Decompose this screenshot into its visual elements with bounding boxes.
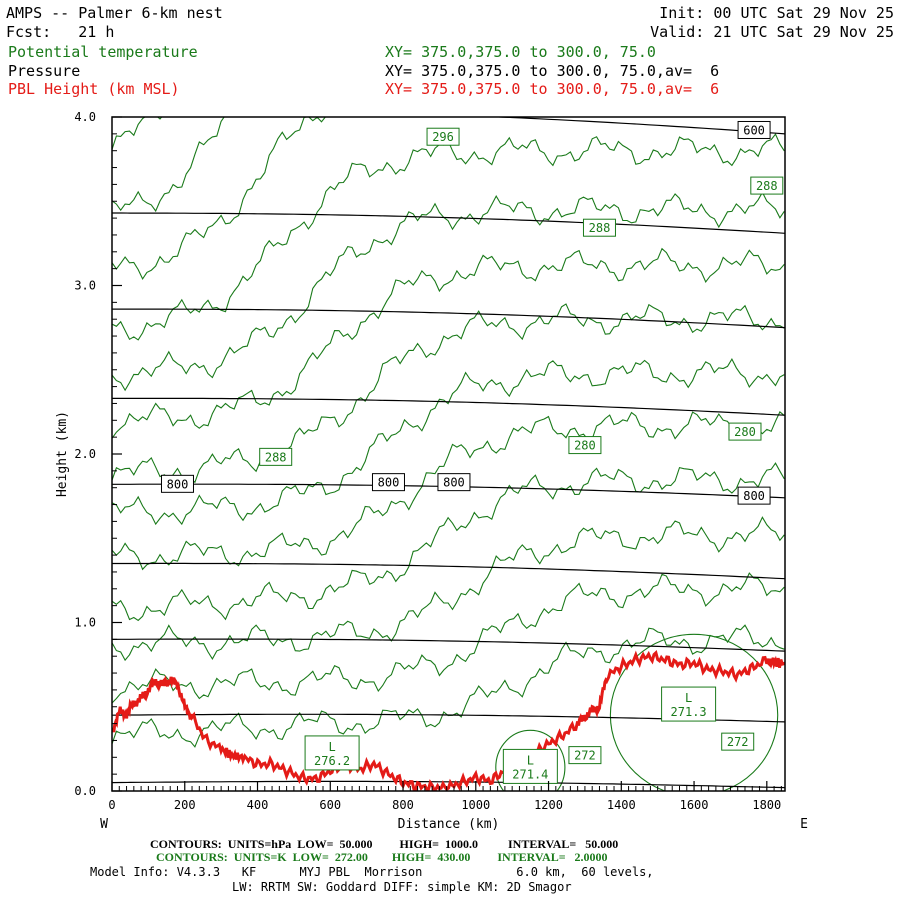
- x-tick-label: 0: [108, 798, 115, 812]
- pressure-label: 800: [437, 473, 471, 492]
- pressure-label: 800: [737, 486, 771, 505]
- pressure-label: 600: [737, 120, 771, 139]
- theta-closed-contour: [495, 729, 566, 791]
- svg-text:800: 800: [378, 476, 400, 490]
- axes: 0.0 1.0 2.0 3.0 4.0 0 200 400 600 800 1000 1200 1400…: [55, 110, 808, 832]
- y-tick-label: 2.0: [74, 447, 96, 461]
- theta-label: 272: [721, 732, 755, 751]
- x-axis-label: Distance (km): [398, 817, 500, 832]
- x-tick-label: 600: [319, 798, 341, 812]
- x-tick-label: 1200: [534, 798, 563, 812]
- x-tick-label: 1800: [752, 798, 781, 812]
- pbl-height-layer: [112, 649, 785, 791]
- field-theta-name: Potential temperature: [8, 43, 198, 61]
- theta-label: 280: [568, 436, 602, 455]
- theta-contour-line: [112, 572, 785, 704]
- x-tick-label: 400: [247, 798, 269, 812]
- west-label: W: [100, 817, 108, 832]
- theta-contour-line: [112, 303, 785, 484]
- svg-text:800: 800: [167, 477, 189, 491]
- pbl-height-line: [112, 649, 785, 791]
- x-tick-label: 1600: [680, 798, 709, 812]
- pressure-contour-line: [112, 780, 785, 789]
- pressure-contour-line: [112, 638, 785, 652]
- x-tick-label: 1000: [461, 798, 490, 812]
- theta-contour-line: [112, 117, 327, 281]
- svg-text:288: 288: [589, 221, 611, 235]
- svg-text:276.2: 276.2: [314, 754, 350, 768]
- theta-label: 288: [582, 218, 616, 237]
- y-tick-label: 1.0: [74, 616, 96, 630]
- pressure-label: 800: [160, 474, 194, 493]
- svg-text:271.4: 271.4: [512, 767, 548, 781]
- svg-text:L: L: [328, 740, 335, 754]
- east-label: E: [800, 817, 808, 832]
- svg-text:272: 272: [574, 749, 596, 763]
- x-tick-label: 1400: [607, 798, 636, 812]
- svg-text:271.3: 271.3: [671, 705, 707, 719]
- svg-text:600: 600: [743, 123, 765, 137]
- x-tick-label: 800: [392, 798, 414, 812]
- pressure-contour-line: [112, 397, 785, 416]
- field-theta-xy: XY= 375.0,375.0 to 300.0, 75.0: [385, 43, 656, 61]
- footer-contours-theta: CONTOURS: UNITS=K LOW= 272.00 HIGH= 430.…: [156, 850, 608, 864]
- theta-contour-line: [112, 191, 785, 392]
- init-time: Init: 00 UTC Sat 29 Nov 25: [659, 4, 894, 22]
- footer-model-info: Model Info: V4.3.3 KF MYJ PBL Morrison 6…: [90, 865, 654, 879]
- svg-text:288: 288: [265, 450, 287, 464]
- footer-physics: LW: RRTM SW: Goddard DIFF: simple KM: 2D…: [232, 880, 572, 894]
- theta-contour-line: [112, 624, 785, 748]
- pressure-label: 800: [371, 473, 405, 492]
- svg-text:272: 272: [727, 735, 749, 749]
- theta-contour-line: [112, 462, 785, 622]
- svg-text:800: 800: [443, 476, 465, 490]
- pressure-contour-line: [112, 562, 785, 580]
- y-tick-label: 3.0: [74, 279, 96, 293]
- svg-text:280: 280: [574, 439, 596, 453]
- svg-text:288: 288: [756, 179, 778, 193]
- y-tick-label: 4.0: [74, 110, 96, 124]
- y-axis-label: Height (km): [55, 411, 70, 497]
- valid-time: Valid: 21 UTC Sat 29 Nov 25: [650, 23, 894, 41]
- theta-label: 288: [750, 176, 784, 195]
- theta-contour-line: [112, 357, 785, 526]
- forecast-hour: Fcst: 21 h: [6, 23, 115, 41]
- theta-contours: [112, 117, 785, 791]
- field-pbl-name: PBL Height (km MSL): [8, 80, 180, 98]
- theta-closed-contour: [609, 633, 779, 791]
- theta-contour-line: [112, 247, 785, 439]
- chart-title: AMPS -- Palmer 6-km nest: [6, 4, 223, 22]
- theta-label: 280: [728, 422, 762, 441]
- svg-text:296: 296: [432, 130, 454, 144]
- svg-text:L: L: [527, 753, 534, 767]
- svg-text:L: L: [685, 691, 692, 705]
- field-pressure-xy: XY= 375.0,375.0 to 300.0, 75.0,av= 6: [385, 62, 720, 80]
- theta-label: 288: [259, 447, 293, 466]
- svg-text:800: 800: [743, 489, 765, 503]
- x-tick-label: 200: [174, 798, 196, 812]
- field-pbl-xy: XY= 375.0,375.0 to 300.0, 75.0,av= 6: [385, 80, 720, 98]
- theta-contour-line: [112, 411, 785, 571]
- pressure-contour-line: [487, 117, 785, 135]
- field-pressure-name: Pressure: [8, 62, 81, 80]
- contour-labels: 600 800 800 800 800 296 288 288 288 280 280 272 272 L…: [160, 120, 784, 784]
- theta-label: 296: [426, 127, 460, 146]
- theta-contour-line: [112, 117, 225, 213]
- footer-contours-pressure: CONTOURS: UNITS=hPa LOW= 50.000 HIGH= 10…: [150, 837, 619, 851]
- y-tick-label: 0.0: [74, 784, 96, 798]
- svg-text:280: 280: [734, 425, 756, 439]
- pressure-contour-line: [112, 212, 785, 234]
- theta-label: 272: [568, 746, 602, 765]
- theta-contour-line: [112, 516, 785, 662]
- pressure-contour-line: [112, 308, 785, 329]
